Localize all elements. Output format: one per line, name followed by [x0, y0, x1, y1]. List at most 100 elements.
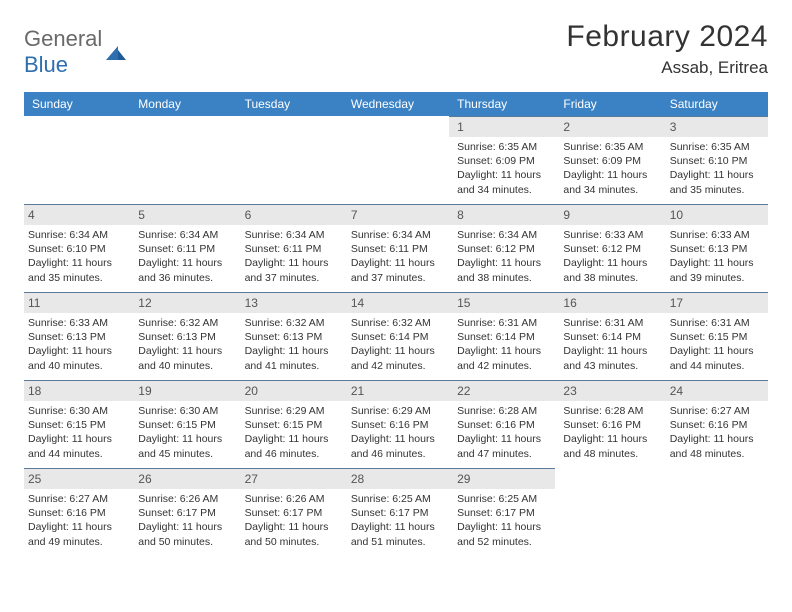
calendar-row: 1Sunrise: 6:35 AMSunset: 6:09 PMDaylight…: [24, 116, 768, 204]
day-cell: 6Sunrise: 6:34 AMSunset: 6:11 PMDaylight…: [237, 204, 343, 292]
day-number: 25: [24, 468, 130, 489]
day-cell: 3Sunrise: 6:35 AMSunset: 6:10 PMDaylight…: [662, 116, 768, 204]
sunset-line: Sunset: 6:15 PM: [28, 418, 122, 432]
day-body: Sunrise: 6:31 AMSunset: 6:14 PMDaylight:…: [449, 313, 555, 380]
sunrise-line: Sunrise: 6:31 AM: [457, 316, 547, 330]
day-cell: 29Sunrise: 6:25 AMSunset: 6:17 PMDayligh…: [449, 468, 555, 556]
page-header: General Blue February 2024 Assab, Eritre…: [24, 20, 768, 78]
day-body: Sunrise: 6:34 AMSunset: 6:11 PMDaylight:…: [130, 225, 236, 292]
sunrise-line: Sunrise: 6:34 AM: [28, 228, 122, 242]
sunset-line: Sunset: 6:10 PM: [28, 242, 122, 256]
sunrise-line: Sunrise: 6:33 AM: [670, 228, 760, 242]
calendar-row: 18Sunrise: 6:30 AMSunset: 6:15 PMDayligh…: [24, 380, 768, 468]
calendar-table: SundayMondayTuesdayWednesdayThursdayFrid…: [24, 92, 768, 556]
sunrise-line: Sunrise: 6:27 AM: [28, 492, 122, 506]
day-body: [237, 123, 343, 204]
day-number: 29: [449, 468, 555, 489]
day-number: 18: [24, 380, 130, 401]
day-number: 23: [555, 380, 661, 401]
day-cell: 27Sunrise: 6:26 AMSunset: 6:17 PMDayligh…: [237, 468, 343, 556]
sunrise-line: Sunrise: 6:34 AM: [457, 228, 547, 242]
day-cell: 1Sunrise: 6:35 AMSunset: 6:09 PMDaylight…: [449, 116, 555, 204]
day-cell: 5Sunrise: 6:34 AMSunset: 6:11 PMDaylight…: [130, 204, 236, 292]
sunrise-line: Sunrise: 6:35 AM: [563, 140, 653, 154]
day-cell: 14Sunrise: 6:32 AMSunset: 6:14 PMDayligh…: [343, 292, 449, 380]
day-cell: 12Sunrise: 6:32 AMSunset: 6:13 PMDayligh…: [130, 292, 236, 380]
day-number: 20: [237, 380, 343, 401]
daylight-line: Daylight: 11 hours and 44 minutes.: [28, 432, 122, 460]
weekday-header: Saturday: [662, 92, 768, 116]
daylight-line: Daylight: 11 hours and 42 minutes.: [457, 344, 547, 372]
weekday-header: Tuesday: [237, 92, 343, 116]
day-number: 21: [343, 380, 449, 401]
sunset-line: Sunset: 6:14 PM: [351, 330, 441, 344]
daylight-line: Daylight: 11 hours and 46 minutes.: [351, 432, 441, 460]
daylight-line: Daylight: 11 hours and 48 minutes.: [670, 432, 760, 460]
sunset-line: Sunset: 6:10 PM: [670, 154, 760, 168]
sunrise-line: Sunrise: 6:31 AM: [670, 316, 760, 330]
empty-cell: [662, 468, 768, 556]
day-body: Sunrise: 6:35 AMSunset: 6:10 PMDaylight:…: [662, 137, 768, 204]
day-number: 8: [449, 204, 555, 225]
day-number: 16: [555, 292, 661, 313]
daylight-line: Daylight: 11 hours and 45 minutes.: [138, 432, 228, 460]
day-body: Sunrise: 6:34 AMSunset: 6:12 PMDaylight:…: [449, 225, 555, 292]
day-number: 17: [662, 292, 768, 313]
calendar-head: SundayMondayTuesdayWednesdayThursdayFrid…: [24, 92, 768, 116]
day-body: [24, 123, 130, 204]
sunset-line: Sunset: 6:14 PM: [563, 330, 653, 344]
day-body: [343, 123, 449, 204]
sunrise-line: Sunrise: 6:32 AM: [351, 316, 441, 330]
sunrise-line: Sunrise: 6:26 AM: [245, 492, 335, 506]
day-body: Sunrise: 6:33 AMSunset: 6:13 PMDaylight:…: [24, 313, 130, 380]
daylight-line: Daylight: 11 hours and 37 minutes.: [351, 256, 441, 284]
day-number: 6: [237, 204, 343, 225]
daylight-line: Daylight: 11 hours and 51 minutes.: [351, 520, 441, 548]
day-number: 11: [24, 292, 130, 313]
daylight-line: Daylight: 11 hours and 34 minutes.: [457, 168, 547, 196]
title-month: February 2024: [566, 20, 768, 54]
sunset-line: Sunset: 6:16 PM: [670, 418, 760, 432]
sunset-line: Sunset: 6:11 PM: [351, 242, 441, 256]
day-number: 27: [237, 468, 343, 489]
day-cell: 18Sunrise: 6:30 AMSunset: 6:15 PMDayligh…: [24, 380, 130, 468]
sunset-line: Sunset: 6:13 PM: [28, 330, 122, 344]
day-body: Sunrise: 6:32 AMSunset: 6:14 PMDaylight:…: [343, 313, 449, 380]
day-cell: 4Sunrise: 6:34 AMSunset: 6:10 PMDaylight…: [24, 204, 130, 292]
day-body: Sunrise: 6:26 AMSunset: 6:17 PMDaylight:…: [130, 489, 236, 556]
sunrise-line: Sunrise: 6:27 AM: [670, 404, 760, 418]
day-body: Sunrise: 6:35 AMSunset: 6:09 PMDaylight:…: [555, 137, 661, 204]
title-block: February 2024 Assab, Eritrea: [566, 20, 768, 78]
sunset-line: Sunset: 6:09 PM: [563, 154, 653, 168]
day-body: Sunrise: 6:28 AMSunset: 6:16 PMDaylight:…: [449, 401, 555, 468]
calendar-page: General Blue February 2024 Assab, Eritre…: [0, 0, 792, 576]
day-number: 13: [237, 292, 343, 313]
daylight-line: Daylight: 11 hours and 36 minutes.: [138, 256, 228, 284]
day-number: 5: [130, 204, 236, 225]
day-cell: 11Sunrise: 6:33 AMSunset: 6:13 PMDayligh…: [24, 292, 130, 380]
day-cell: 9Sunrise: 6:33 AMSunset: 6:12 PMDaylight…: [555, 204, 661, 292]
daylight-line: Daylight: 11 hours and 52 minutes.: [457, 520, 547, 548]
title-location: Assab, Eritrea: [566, 58, 768, 78]
day-body: Sunrise: 6:34 AMSunset: 6:11 PMDaylight:…: [343, 225, 449, 292]
day-cell: 21Sunrise: 6:29 AMSunset: 6:16 PMDayligh…: [343, 380, 449, 468]
sunrise-line: Sunrise: 6:32 AM: [245, 316, 335, 330]
daylight-line: Daylight: 11 hours and 35 minutes.: [28, 256, 122, 284]
day-number: 3: [662, 116, 768, 137]
sunset-line: Sunset: 6:16 PM: [28, 506, 122, 520]
daylight-line: Daylight: 11 hours and 42 minutes.: [351, 344, 441, 372]
daylight-line: Daylight: 11 hours and 40 minutes.: [138, 344, 228, 372]
daylight-line: Daylight: 11 hours and 38 minutes.: [457, 256, 547, 284]
sunrise-line: Sunrise: 6:33 AM: [563, 228, 653, 242]
daylight-line: Daylight: 11 hours and 40 minutes.: [28, 344, 122, 372]
weekday-header: Friday: [555, 92, 661, 116]
sunrise-line: Sunrise: 6:25 AM: [351, 492, 441, 506]
empty-cell: [237, 116, 343, 204]
day-cell: 10Sunrise: 6:33 AMSunset: 6:13 PMDayligh…: [662, 204, 768, 292]
day-number: 2: [555, 116, 661, 137]
sunrise-line: Sunrise: 6:35 AM: [457, 140, 547, 154]
logo: General Blue: [24, 20, 128, 78]
daylight-line: Daylight: 11 hours and 48 minutes.: [563, 432, 653, 460]
logo-word-blue: Blue: [24, 52, 68, 77]
sunrise-line: Sunrise: 6:32 AM: [138, 316, 228, 330]
